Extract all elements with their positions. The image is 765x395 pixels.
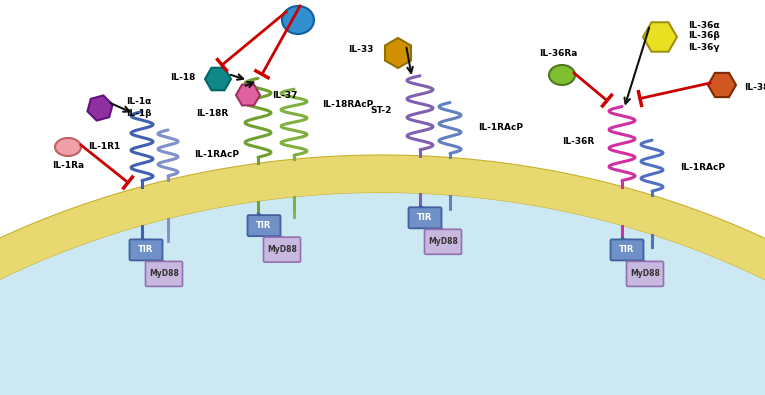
Polygon shape (0, 155, 765, 395)
Polygon shape (0, 193, 765, 395)
FancyBboxPatch shape (610, 239, 643, 260)
FancyBboxPatch shape (409, 207, 441, 228)
FancyBboxPatch shape (425, 229, 461, 254)
FancyBboxPatch shape (129, 239, 162, 260)
FancyBboxPatch shape (627, 261, 663, 286)
Polygon shape (87, 96, 112, 120)
Ellipse shape (282, 6, 314, 34)
Polygon shape (205, 68, 231, 90)
Text: TIR: TIR (620, 245, 635, 254)
Text: IL-36Ra: IL-36Ra (539, 49, 577, 58)
Text: IL-1RAcP: IL-1RAcP (478, 123, 523, 132)
Text: IL-36α: IL-36α (688, 21, 720, 30)
FancyBboxPatch shape (145, 261, 183, 286)
Ellipse shape (55, 138, 81, 156)
FancyBboxPatch shape (248, 215, 281, 236)
Text: IL-36β: IL-36β (688, 32, 720, 41)
Text: MyD88: MyD88 (149, 269, 179, 278)
Polygon shape (385, 38, 411, 68)
Text: MyD88: MyD88 (267, 245, 297, 254)
Text: MyD88: MyD88 (428, 237, 458, 246)
Text: IL-1β: IL-1β (126, 109, 151, 118)
Polygon shape (643, 22, 677, 52)
Text: IL-37: IL-37 (272, 90, 298, 100)
Text: IL-1RAcP: IL-1RAcP (680, 163, 725, 172)
Text: MyD88: MyD88 (630, 269, 660, 278)
Text: IL-1α: IL-1α (126, 98, 151, 107)
Text: TIR: TIR (256, 221, 272, 230)
Text: IL-1R1: IL-1R1 (88, 142, 120, 151)
Text: IL-18R: IL-18R (196, 109, 228, 118)
Text: IL-33: IL-33 (349, 45, 374, 53)
Polygon shape (708, 73, 736, 97)
Polygon shape (0, 175, 765, 395)
Text: IL-1Ra: IL-1Ra (52, 160, 84, 169)
Text: TIR: TIR (418, 213, 433, 222)
Polygon shape (236, 85, 260, 105)
Text: TIR: TIR (138, 245, 154, 254)
Text: ST-2: ST-2 (370, 106, 392, 115)
Text: IL-38: IL-38 (744, 83, 765, 92)
Text: IL-1RAcP: IL-1RAcP (194, 150, 239, 160)
Text: IL-18RAcP: IL-18RAcP (322, 100, 373, 109)
FancyBboxPatch shape (263, 237, 301, 262)
Text: IL-36R: IL-36R (562, 137, 594, 146)
Ellipse shape (549, 65, 575, 85)
Text: IL-36γ: IL-36γ (688, 43, 720, 51)
Text: IL-18: IL-18 (171, 73, 196, 81)
